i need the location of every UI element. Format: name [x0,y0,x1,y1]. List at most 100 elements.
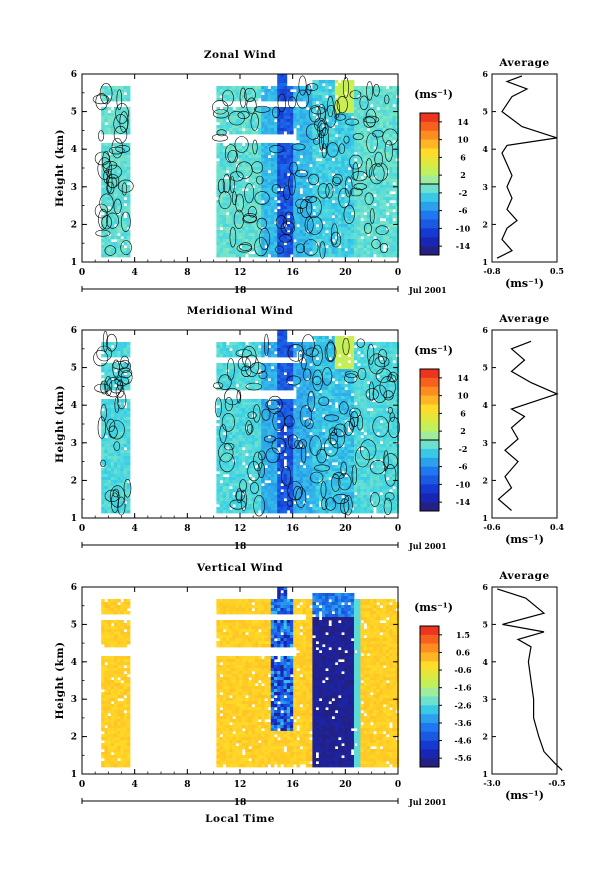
colorbar-step [420,405,439,414]
date-tick-label: 18 [234,542,247,552]
colorbar-step [420,193,439,202]
average-x-tick-label: 0.4 [550,522,564,532]
colorbar-step [420,484,439,493]
colorbar-tick-label: 6 [460,408,466,418]
colorbar-tick-label: -0.6 [454,665,472,675]
colorbar-tick-label: -14 [456,497,471,507]
colorbar-step [420,220,439,229]
x-tick-label: 20 [339,780,352,790]
colorbar-step [420,378,439,387]
colorbar-step [420,723,439,732]
date-tick-label: 18 [234,798,247,808]
colorbar-step [420,670,439,679]
y-axis-label: Height (km) [54,385,66,463]
average-y-tick-label: 2 [482,732,488,742]
colorbar-tick-label: -4.6 [454,736,472,746]
colorbar-step [420,246,439,255]
colorbar-step [420,122,439,131]
average-frame [492,587,557,774]
average-x-label: (ms⁻¹) [505,533,544,546]
colorbar-tick-label: 0.6 [456,647,470,657]
average-y-tick-label: 6 [482,582,488,592]
x-tick-label: 8 [184,780,190,790]
colorbar-step [420,705,439,714]
y-tick-label: 4 [71,145,77,155]
average-x-label: (ms⁻¹) [505,789,544,802]
average-y-tick-label: 6 [482,69,488,79]
y-tick-label: 5 [71,108,77,118]
average-x-tick-label: -0.8 [483,266,501,276]
colorbar-unit: (ms⁻¹) [414,601,453,614]
colorbar-step [420,431,439,440]
colorbar-step [420,458,439,467]
y-tick-label: 4 [71,658,77,668]
colorbar-tick-label: -10 [456,479,471,489]
colorbar-tick-label: 2 [460,426,466,436]
y-tick-label: 6 [71,583,77,593]
colorbar-step [420,749,439,758]
average-y-tick-label: 5 [482,363,488,373]
y-axis-label: Height (km) [54,642,66,720]
colorbar-tick-label: 2 [460,170,466,180]
average-y-tick-label: 4 [482,144,488,154]
average-profile-line [497,76,557,258]
colorbar-step [420,732,439,741]
colorbar-step [420,661,439,670]
x-tick-label: 0 [395,780,401,790]
x-tick-label: 20 [339,524,352,534]
colorbar-tick-label: -1.6 [454,683,472,693]
colorbar-tick-label: -14 [456,241,471,251]
colorbar-tick-label: -6 [459,206,468,216]
x-tick-label: 0 [395,268,401,278]
x-tick-label: 8 [184,268,190,278]
y-tick-label: 1 [71,258,77,268]
x-tick-label: 4 [132,268,138,278]
average-y-tick-label: 5 [482,107,488,117]
y-tick-label: 6 [71,70,77,80]
colorbar-unit: (ms⁻¹) [414,88,453,101]
date-tick-label: 18 [234,286,247,296]
colorbar-step [420,157,439,166]
average-frame [492,330,557,518]
average-y-tick-label: 3 [482,438,488,448]
x-tick-label: 12 [234,268,247,278]
colorbar-step [420,688,439,697]
colorbar-step [420,131,439,140]
y-tick-label: 3 [71,695,77,705]
y-tick-label: 2 [71,476,77,486]
colorbar-tick-label: -10 [456,223,471,233]
colorbar-step [420,635,439,644]
x-axis-label: Local Time [205,813,275,825]
colorbar-tick-label: 10 [457,135,469,145]
colorbar-tick-label: 14 [457,117,469,127]
colorbar-tick-label: -6 [459,462,468,472]
y-tick-label: 6 [71,326,77,336]
date-label: Jul 2001 [408,285,447,295]
colorbar-step [420,140,439,149]
colorbar-tick-label: -3.6 [454,718,472,728]
average-title: Average [498,313,549,325]
colorbar-tick-label: -2 [459,188,468,198]
wind-field [101,587,399,767]
average-y-tick-label: 5 [482,619,488,629]
colorbar-tick-label: -5.6 [454,753,472,763]
colorbar-step [420,476,439,485]
y-tick-label: 3 [71,183,77,193]
average-y-tick-label: 2 [482,475,488,485]
average-x-label: (ms⁻¹) [505,277,544,290]
average-y-tick-label: 4 [482,657,488,667]
colorbar-step [420,741,439,750]
colorbar-tick-label: 10 [457,391,469,401]
average-profile-line [497,589,562,770]
colorbar-step [420,387,439,396]
y-tick-label: 4 [71,401,77,411]
colorbar-step [420,202,439,211]
colorbar-tick-label: -2.6 [454,700,472,710]
date-label: Jul 2001 [408,541,447,551]
y-tick-label: 1 [71,770,77,780]
colorbar-step [420,758,439,767]
x-tick-label: 0 [79,524,85,534]
x-tick-label: 12 [234,780,247,790]
x-tick-label: 8 [184,524,190,534]
